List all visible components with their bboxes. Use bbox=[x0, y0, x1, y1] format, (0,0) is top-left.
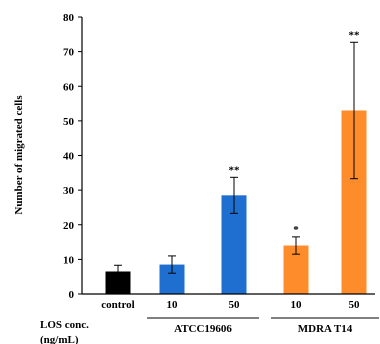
group-label: MDRA T14 bbox=[298, 323, 353, 335]
row-label-line1: LOS conc. bbox=[40, 319, 89, 331]
y-tick-label: 70 bbox=[63, 47, 75, 59]
y-tick-label: 40 bbox=[63, 151, 75, 163]
row-label-line2: (ng/mL) bbox=[40, 334, 79, 344]
bar bbox=[105, 271, 131, 294]
y-axis-ticks: 0 10 20 30 40 50 60 70 80 bbox=[63, 12, 82, 301]
significance-label: * bbox=[293, 224, 299, 236]
significance-label: ** bbox=[349, 29, 361, 41]
group-label: ATCC19606 bbox=[174, 323, 232, 335]
y-tick-label: 10 bbox=[63, 254, 75, 266]
x-tick-label: 10 bbox=[291, 299, 303, 311]
y-tick-label: 30 bbox=[63, 185, 75, 197]
group-labels: ATCC19606 MDRA T14 bbox=[147, 317, 379, 335]
y-tick-label: 60 bbox=[63, 81, 75, 93]
x-tick-label: 50 bbox=[349, 299, 361, 311]
y-tick-label: 80 bbox=[63, 12, 75, 24]
y-tick-label: 0 bbox=[69, 289, 75, 301]
significance-label: ** bbox=[229, 164, 241, 176]
x-tick-label: 10 bbox=[167, 299, 179, 311]
x-tick-label: control bbox=[101, 299, 134, 311]
x-axis-labels: control 10 50 10 50 bbox=[101, 299, 360, 311]
bars: ***** bbox=[105, 29, 367, 294]
y-axis-label: Number of migrated cells bbox=[13, 95, 25, 215]
y-tick-label: 50 bbox=[63, 116, 75, 128]
y-tick-label: 20 bbox=[63, 220, 75, 232]
x-tick-label: 50 bbox=[229, 299, 241, 311]
